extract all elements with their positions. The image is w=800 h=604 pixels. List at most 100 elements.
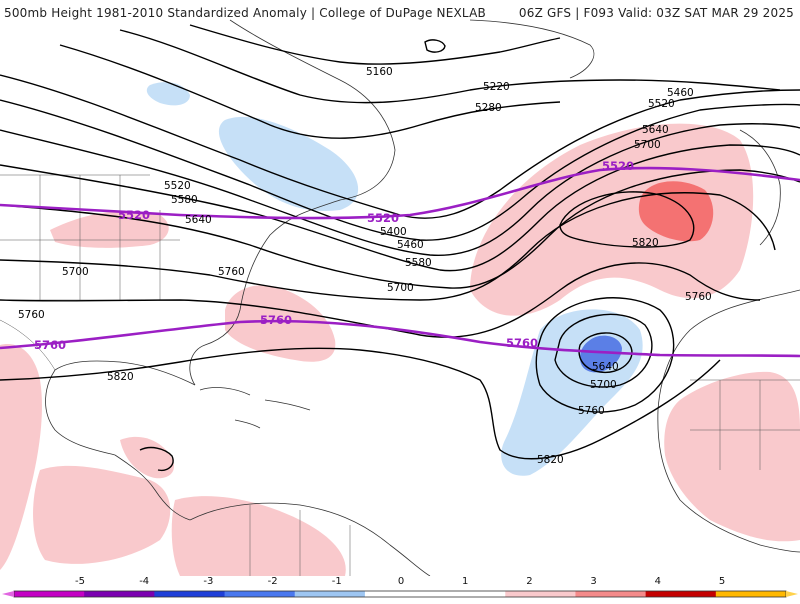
contour-line-caribbean — [139, 446, 174, 472]
label-5460-w: 5460 — [397, 239, 424, 251]
label-5820-low: 5820 — [537, 454, 564, 466]
colorbar-tick-label: -3 — [203, 576, 214, 587]
colorbar-segment — [505, 591, 576, 597]
label-5760-w: 5760 — [218, 266, 245, 278]
label-5460-ne: 5460 — [667, 87, 694, 99]
label-5160: 5160 — [366, 66, 393, 78]
purple-label-5760-mid: 5760 — [260, 313, 292, 327]
colorbar-segment — [364, 591, 436, 597]
purple-label-5520-west: 5520 — [118, 208, 150, 222]
state-lines — [0, 174, 180, 301]
anomaly-negative-labrador — [218, 116, 359, 211]
purple-label-5760-west: 5760 — [34, 338, 66, 352]
label-5220: 5220 — [483, 81, 510, 93]
colorbar-segment — [645, 591, 717, 597]
colorbar-tick-label: 2 — [526, 576, 533, 587]
label-5760-ne: 5760 — [685, 291, 712, 303]
anomaly-positive-southeast — [225, 285, 336, 362]
coast-north-america-east — [189, 19, 396, 386]
label-5400: 5400 — [380, 226, 407, 238]
contour-line-5520 — [0, 123, 800, 257]
label-5580-mid: 5580 — [405, 257, 432, 269]
colorbar-tick-label: -1 — [331, 576, 342, 587]
purple-contour-5520 — [0, 166, 800, 220]
colorbar-min-arrow — [2, 591, 14, 597]
contour-line-closed-north — [424, 39, 446, 53]
contour-line-5160 — [189, 24, 561, 65]
colorbar-segment — [224, 591, 296, 597]
coast-central-america — [114, 454, 191, 521]
label-5820-w: 5820 — [107, 371, 134, 383]
contour-line-low-5640 — [578, 332, 633, 374]
coast-iberia — [739, 129, 781, 246]
colorbar-segment — [154, 591, 226, 597]
map-title: 500mb Height 1981-2010 Standardized Anom… — [4, 6, 486, 20]
label-5700-ne: 5700 — [634, 139, 661, 151]
label-5760-sw: 5760 — [18, 309, 45, 321]
contour-line-5220 — [119, 29, 781, 104]
anomaly-positive-mexico — [0, 344, 42, 570]
coastlines — [0, 19, 800, 576]
colorbar-strip — [2, 590, 798, 598]
colorbar-segment — [435, 591, 506, 597]
height-contours — [0, 24, 800, 472]
anomaly-positive-pacific-sw — [33, 465, 171, 564]
colorbar-segment — [715, 591, 787, 597]
contour-line-5580 — [0, 144, 800, 272]
contour-line-5460 — [0, 99, 800, 241]
colorbar-segment — [575, 591, 647, 597]
anomaly-positive-core — [638, 181, 714, 242]
border-south-america — [249, 505, 351, 576]
anomaly-positive-centralam — [120, 436, 175, 479]
label-5760-low: 5760 — [578, 405, 605, 417]
coast-africa — [657, 289, 800, 553]
anomaly-negative-low-core — [580, 335, 622, 373]
map-canvas: 5160 5220 5280 5460 5520 5640 5700 5520 … — [0, 19, 800, 576]
purple-label-5760-east: 5760 — [506, 336, 538, 350]
contour-labels: 5160 5220 5280 5460 5520 5640 5700 5520 … — [18, 66, 712, 466]
coast-greenland — [469, 19, 595, 79]
colorbar-segment — [84, 591, 155, 597]
contour-line-5820 — [0, 347, 721, 460]
label-5700-mid: 5700 — [387, 282, 414, 294]
anomaly-positive-southamerica — [171, 496, 346, 576]
colorbar-tick-label: -5 — [75, 576, 85, 587]
anomaly-shading — [0, 82, 800, 576]
contour-line-5280 — [59, 44, 561, 139]
colorbar-segment — [294, 591, 366, 597]
colorbar-tick-label: 0 — [397, 576, 405, 587]
colorbar-tick-label: 4 — [654, 576, 661, 587]
purple-contour-5760 — [0, 319, 800, 358]
label-5640-w: 5640 — [185, 214, 212, 226]
contour-line-5700 — [0, 192, 776, 301]
highlight-contours — [0, 166, 800, 358]
anomaly-positive-africa — [664, 371, 800, 542]
contour-line-5400 — [0, 74, 800, 219]
colorbar-tick-label: 5 — [718, 576, 726, 587]
contour-line-5820-closed — [559, 191, 695, 248]
purple-label-5520-east: 5520 — [602, 159, 634, 173]
purple-contour-labels: 5520 5520 5520 5760 5760 5760 — [34, 159, 634, 352]
coast-south-america — [189, 502, 431, 576]
coast-caribbean-islands — [199, 387, 311, 429]
colorbar: -5 -4 -3 -2 -1 0 1 2 3 4 5 — [0, 576, 800, 600]
colorbar-tick-label: -4 — [139, 576, 150, 587]
label-5640-low: 5640 — [592, 361, 619, 373]
colorbar-tick-label: 3 — [590, 576, 597, 587]
label-5700-w: 5700 — [62, 266, 89, 278]
label-5820-ne: 5820 — [632, 237, 659, 249]
label-5580-w: 5580 — [171, 194, 198, 206]
border-us-mexico — [0, 319, 56, 371]
purple-label-5520-mid: 5520 — [367, 211, 399, 225]
border-africa — [690, 379, 800, 470]
model-run-info: 06Z GFS | F093 Valid: 03Z SAT MAR 29 202… — [518, 6, 794, 20]
label-5700-low: 5700 — [590, 379, 617, 391]
label-5520-ne: 5520 — [648, 98, 675, 110]
label-5280: 5280 — [475, 102, 502, 114]
map-panel: 5160 5220 5280 5460 5520 5640 5700 5520 … — [0, 6, 800, 576]
contour-line-low-5700 — [554, 313, 653, 388]
colorbar-max-arrow — [786, 591, 798, 597]
anomaly-negative-hudson — [146, 82, 190, 106]
label-5640-ne: 5640 — [642, 124, 669, 136]
colorbar-segment — [14, 591, 85, 597]
